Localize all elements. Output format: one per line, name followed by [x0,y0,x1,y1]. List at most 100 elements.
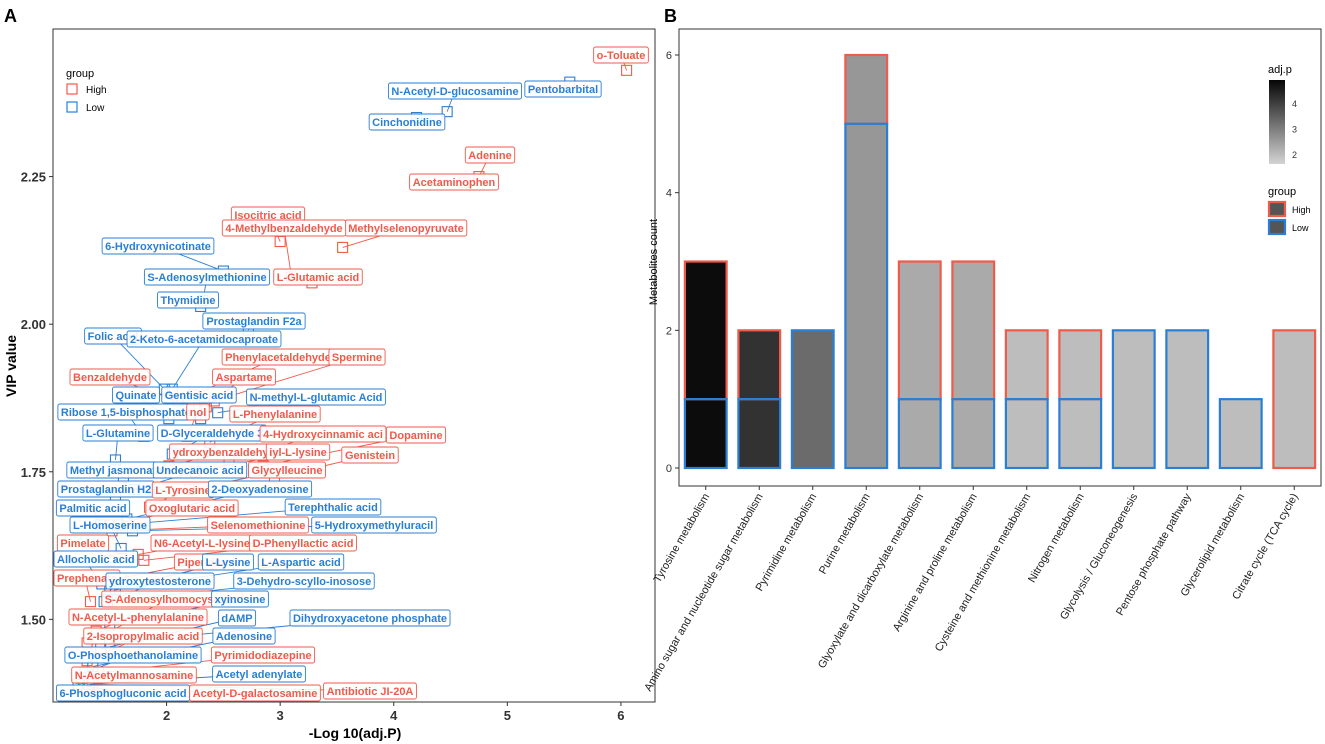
point-label-2-keto-6-acetamidocaproate: 2-Keto-6-acetamidocaproate [130,334,278,346]
category-label-purine-metabolism: Purine metabolism [817,492,873,577]
panel-a: 2 3 4 5 6 1.50 1.75 2.00 2.25 o-Toluate Pentobarb… [3,28,656,741]
panel-a-x-axis-title: -Log 10(adj.P) [309,725,402,741]
point-label-prephenate: Prephenate [57,573,117,585]
point-prephenate [84,596,97,608]
point-label-phenylacetaldehyde: Phenylacetaldehyde [225,352,331,364]
point-isocitric-acid [274,235,286,248]
panel-a-legend-key-high [66,83,78,95]
point-label-adenine: Adenine [468,150,511,162]
point-label-2-isopropylmalic-acid: 2-Isopropylmalic acid [87,631,199,643]
panel-a-x-tick-label: 3 [277,708,284,723]
panel-a-y-tick-label: 2.25 [21,170,46,185]
point-label-box-6-hydroxynicotinate [101,237,215,255]
point-label-prostaglandin-f2a: Prostaglandin F2a [206,316,302,328]
point-label-box-l-glutamine [82,424,154,442]
panel-a-x-tick-label: 4 [390,708,398,723]
category-label-nitrogen-metabolism: Nitrogen metabolism [1026,492,1087,585]
bar-fill-glycolysis-gluconeogenesis [1112,330,1155,468]
point-label-box-2-deoxyadenosine [207,480,313,498]
panel-a-y-axis-title: VIP value [3,335,19,397]
panel-a-legend-label-low: Low [86,103,105,114]
point-label-n-acetyl-d-glucosamine: N-Acetyl-D-glucosamine [391,86,518,98]
point-label-l-aspartic-acid: L-Aspartic acid [261,557,340,569]
point-label-box-2-isopropylmalic-acid [83,627,203,645]
point-label-pyrimidodiazepine: Pyrimidodiazepine [214,650,311,662]
point-label-oxoglutaric-acid: Oxoglutaric acid [149,503,235,515]
point-label-2-deoxyadenosine: 2-Deoxyadenosine [211,484,308,496]
panel-b-group-legend-title: group [1268,186,1296,198]
point-d-phenyllactic-acid [138,554,150,566]
point-label-box-n-methyl-l-glutamic-acid [246,388,386,406]
bar-fill-pentose-phosphate-pathway [1166,330,1209,468]
point-label-box-adenine [464,146,516,164]
point-label-dihydroxyacetone-phosphate: Dihydroxyacetone phosphate [293,613,447,625]
point-label-box-5-hydroxymethyluracil [311,516,437,534]
panel-b-plot-frame [678,28,1322,487]
point-label-box-3-dehydro-scyllo-inosose [233,572,375,590]
panel-a-legend: group High Low [66,68,107,114]
point-label-n-methyl-l-glutamic-acid: N-methyl-L-glutamic Acid [250,392,383,404]
point-label-box-o-toluate [593,46,649,64]
bar-low-cysteine-and-methionine-metabolism [1004,398,1049,470]
panel-a-x-tick-label: 2 [163,708,170,723]
point-label-box-l-aspartic-acid [257,553,345,571]
point-label-allocholic-acid: Allocholic acid [57,554,135,566]
panel-b-y-tick-label: 2 [666,325,672,337]
panel-b-colorbar-legend: adj.p 2 3 4 [1268,64,1297,164]
point-label-box-n-acetylmannosamine [71,666,197,684]
point-label-n-acetyl-l-phenylalanine: N-Acetyl-L-phenylalanine [72,612,204,624]
panel-b-legend-key-low [1267,218,1287,236]
point-label-ribose-1-5-bisphosphate: Ribose 1,5-bisphosphate [61,407,191,419]
panel-b-colorbar-tick-label: 2 [1292,150,1297,160]
point-label-l-glutamic-acid: L-Glutamic acid [277,272,360,284]
point-label-adenosine: Adenosine [216,631,272,643]
point-label-box-o-phosphoethanolamine [64,646,202,664]
bar-fill-tyrosine-metabolism [684,261,727,468]
point-label-4-methylbenzaldehyde: 4-Methylbenzaldehyde [225,223,342,235]
point-label-l-lysine: L-Lysine [206,557,251,569]
point-label-3-dehydro-scyllo-inosose: 3-Dehydro-scyllo-inosose [237,576,371,588]
point-label-antibiotic-ji-20a: Antibiotic JI-20A [327,686,414,698]
point-label-d-phenyllactic-acid: D-Phenyllactic acid [253,538,354,550]
point-label-box-quinate [112,386,160,404]
point-label-pimelate: Pimelate [60,538,105,550]
point-label-box-benzaldehyde [69,368,151,386]
category-label-amino-sugar-and-nucleotide-sugar-metabolism: Amino sugar and nucleotide sugar metabol… [642,492,766,694]
panel-a-legend-label-high: High [86,85,107,96]
point-label-box-dihydroxyacetone-phosphate [289,609,451,627]
panel-a-legend-title: group [66,68,94,80]
point-label-selenomethionine: Selenomethionine [211,520,306,532]
point-label-benzaldehyde: Benzaldehyde [73,372,147,384]
panel-a-y-tick-label: 2.00 [21,317,46,332]
category-label-pyrimidine-metabolism: Pyrimidine metabolism [754,492,820,594]
point-label-box-d-phenyllactic-acid [249,534,357,552]
point-label-n-acetylmannosamine: N-Acetylmannosamine [75,670,194,682]
point-label-d-glyceraldehyde-3: D-Glyceraldehyde 3 [161,428,264,440]
bar-low-pentose-phosphate-pathway [1165,329,1210,470]
point-label-box-genistein [341,446,399,464]
panel-b-y-axis-title: Metabolites count [648,219,660,305]
category-label-glyoxylate-and-dicarboxylate-metabolism: Glyoxylate and dicarboxylate metabolism [816,492,926,671]
point-label-box-selenomethionine [207,516,309,534]
bar-fill-glycerolipid-metabolism [1219,399,1262,468]
point-label-box-2-keto-6-acetamidocaproate [126,330,282,348]
point-label-cinchonidine: Cinchonidine [372,117,442,129]
category-label-tyrosine-metabolism: Tyrosine metabolism [652,492,713,585]
point-label-box-l-glutamic-acid [273,268,363,286]
bar-low-tyrosine-metabolism [683,398,728,470]
point-label-o-phosphoethanolamine: O-Phosphoethanolamine [68,650,198,662]
bar-fill-purine-metabolism [845,55,888,468]
point-label-nol: nol [190,407,207,419]
point-label-quinate: Quinate [116,390,157,402]
point-label-6-phosphogluconic-acid: 6-Phosphogluconic acid [59,688,186,700]
point-label-box-dopamine [385,426,447,444]
point-label-thymidine: Thymidine [160,295,215,307]
point-label-box-nol [186,403,210,421]
point-label-xyinosine: xyinosine [215,594,266,606]
point-label-l-homoserine: L-Homoserine [73,520,147,532]
panel-b-legend-label-low: Low [1292,223,1309,233]
point-label-palmitic-acid: Palmitic acid [59,503,126,515]
point-label-aspartame: Aspartame [216,372,273,384]
point-label-box-damp [217,609,257,627]
